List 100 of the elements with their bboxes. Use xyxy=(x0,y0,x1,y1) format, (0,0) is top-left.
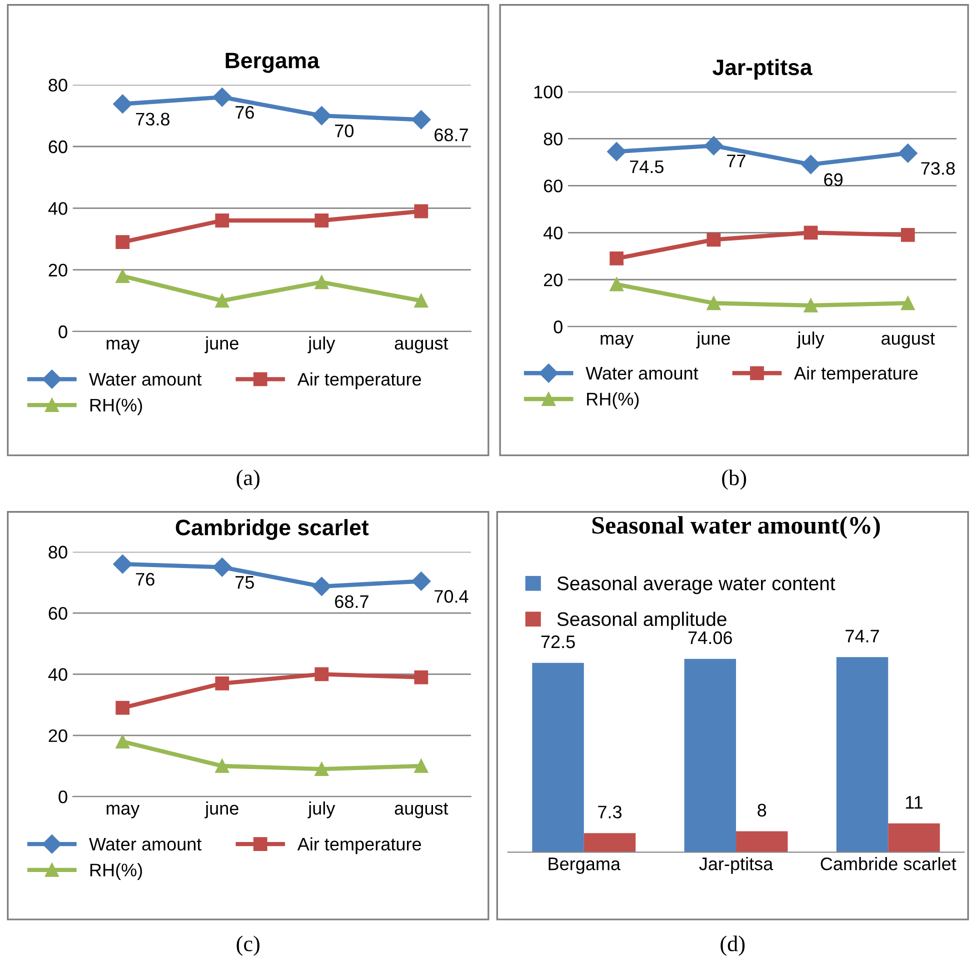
point xyxy=(900,296,915,310)
point xyxy=(804,298,818,312)
y-tick-label: 0 xyxy=(58,325,68,338)
point xyxy=(607,142,626,162)
chart-title: Seasonal water amount(%) xyxy=(592,516,880,539)
x-tick-label: august xyxy=(882,332,935,348)
point xyxy=(312,106,332,126)
legend-label: Water amount xyxy=(89,373,202,386)
point xyxy=(314,667,329,682)
data-label: 70.4 xyxy=(434,590,468,603)
x-tick-label: may xyxy=(106,804,140,818)
point xyxy=(704,136,724,156)
point xyxy=(412,572,431,591)
legend-label: RH(%) xyxy=(90,863,142,880)
point xyxy=(412,110,431,130)
bar xyxy=(684,658,736,852)
data-label: 69 xyxy=(824,173,843,186)
x-tick-label: july xyxy=(796,331,824,348)
point xyxy=(215,214,230,228)
point xyxy=(414,294,428,308)
point xyxy=(706,296,721,310)
x-tick-label: june xyxy=(696,331,730,348)
bar xyxy=(532,662,584,852)
y-tick-label: 100 xyxy=(534,86,562,98)
point xyxy=(804,226,818,240)
text: (d) xyxy=(720,936,745,956)
legend-label: Seasonal average water content xyxy=(557,576,836,594)
bar xyxy=(836,657,888,852)
point xyxy=(215,676,230,690)
data-label: 73.8 xyxy=(136,112,170,126)
y-tick-label: 60 xyxy=(544,180,562,192)
data-label: 73.8 xyxy=(921,162,955,175)
data-label: 68.7 xyxy=(335,595,368,608)
legend-label: Air temperature xyxy=(297,372,421,390)
legend-label: Air temperature xyxy=(794,366,918,384)
x-tick-label: july xyxy=(308,336,336,354)
data-label: 8 xyxy=(758,804,766,817)
data-label: 76 xyxy=(236,106,254,119)
point xyxy=(610,277,624,292)
bar xyxy=(736,831,788,852)
x-tick-label: Bergama xyxy=(548,858,621,874)
point xyxy=(212,88,232,107)
point xyxy=(116,700,130,715)
data-label: 77 xyxy=(727,154,746,168)
point xyxy=(116,269,130,283)
data-label: 75 xyxy=(236,576,254,589)
y-tick-label: 0 xyxy=(554,320,562,334)
x-tick-label: june xyxy=(204,801,238,818)
x-tick-label: Jar-ptitsa xyxy=(699,857,774,874)
point xyxy=(898,144,918,163)
x-tick-label: august xyxy=(394,802,448,818)
bar xyxy=(888,823,940,852)
point xyxy=(706,232,721,247)
point xyxy=(312,576,332,596)
x-tick-label: june xyxy=(204,336,238,354)
data-label: 76 xyxy=(136,572,154,586)
legend-label: RH(%) xyxy=(587,392,639,410)
point xyxy=(314,275,329,290)
legend-label: Air temperature xyxy=(297,837,421,854)
y-tick-label: 20 xyxy=(544,274,562,286)
y-tick-label: 60 xyxy=(48,606,68,620)
data-label: 70 xyxy=(335,124,354,138)
legend-label: Seasonal amplitude xyxy=(557,612,726,630)
data-label: 74.06 xyxy=(688,631,732,644)
point xyxy=(215,294,230,308)
chart-title: Bergama xyxy=(226,52,320,73)
point xyxy=(414,759,428,773)
point xyxy=(116,235,130,250)
point xyxy=(414,670,428,684)
y-tick-label: 40 xyxy=(544,226,562,240)
legend-label: Water amount xyxy=(89,838,202,851)
y-tick-label: 40 xyxy=(48,202,68,215)
point xyxy=(116,734,130,748)
text: (a) xyxy=(236,470,260,490)
y-tick-label: 80 xyxy=(48,546,68,559)
point xyxy=(314,214,329,228)
y-tick-label: 60 xyxy=(48,140,68,154)
data-label: 7.3 xyxy=(598,806,622,818)
x-tick-label: august xyxy=(394,338,448,354)
point xyxy=(113,554,132,574)
data-label: 72.5 xyxy=(541,635,575,648)
data-label: 68.7 xyxy=(434,128,468,142)
y-tick-label: 80 xyxy=(544,132,562,146)
data-label: 74.5 xyxy=(630,160,664,174)
legend-label: Water amount xyxy=(586,367,698,380)
point xyxy=(610,252,624,266)
chart-title: Cambridge scarlet xyxy=(176,519,369,540)
point xyxy=(212,558,232,577)
point xyxy=(314,762,329,776)
point xyxy=(900,228,915,242)
point xyxy=(113,94,132,114)
data-label: 74.7 xyxy=(846,630,879,642)
legend-label: RH(%) xyxy=(90,398,142,416)
text: (b) xyxy=(722,470,746,490)
point xyxy=(414,204,428,218)
bar xyxy=(584,833,636,852)
y-tick-label: 80 xyxy=(48,78,68,92)
x-tick-label: may xyxy=(600,334,634,348)
y-tick-label: 20 xyxy=(48,264,68,277)
y-tick-label: 20 xyxy=(48,729,68,742)
